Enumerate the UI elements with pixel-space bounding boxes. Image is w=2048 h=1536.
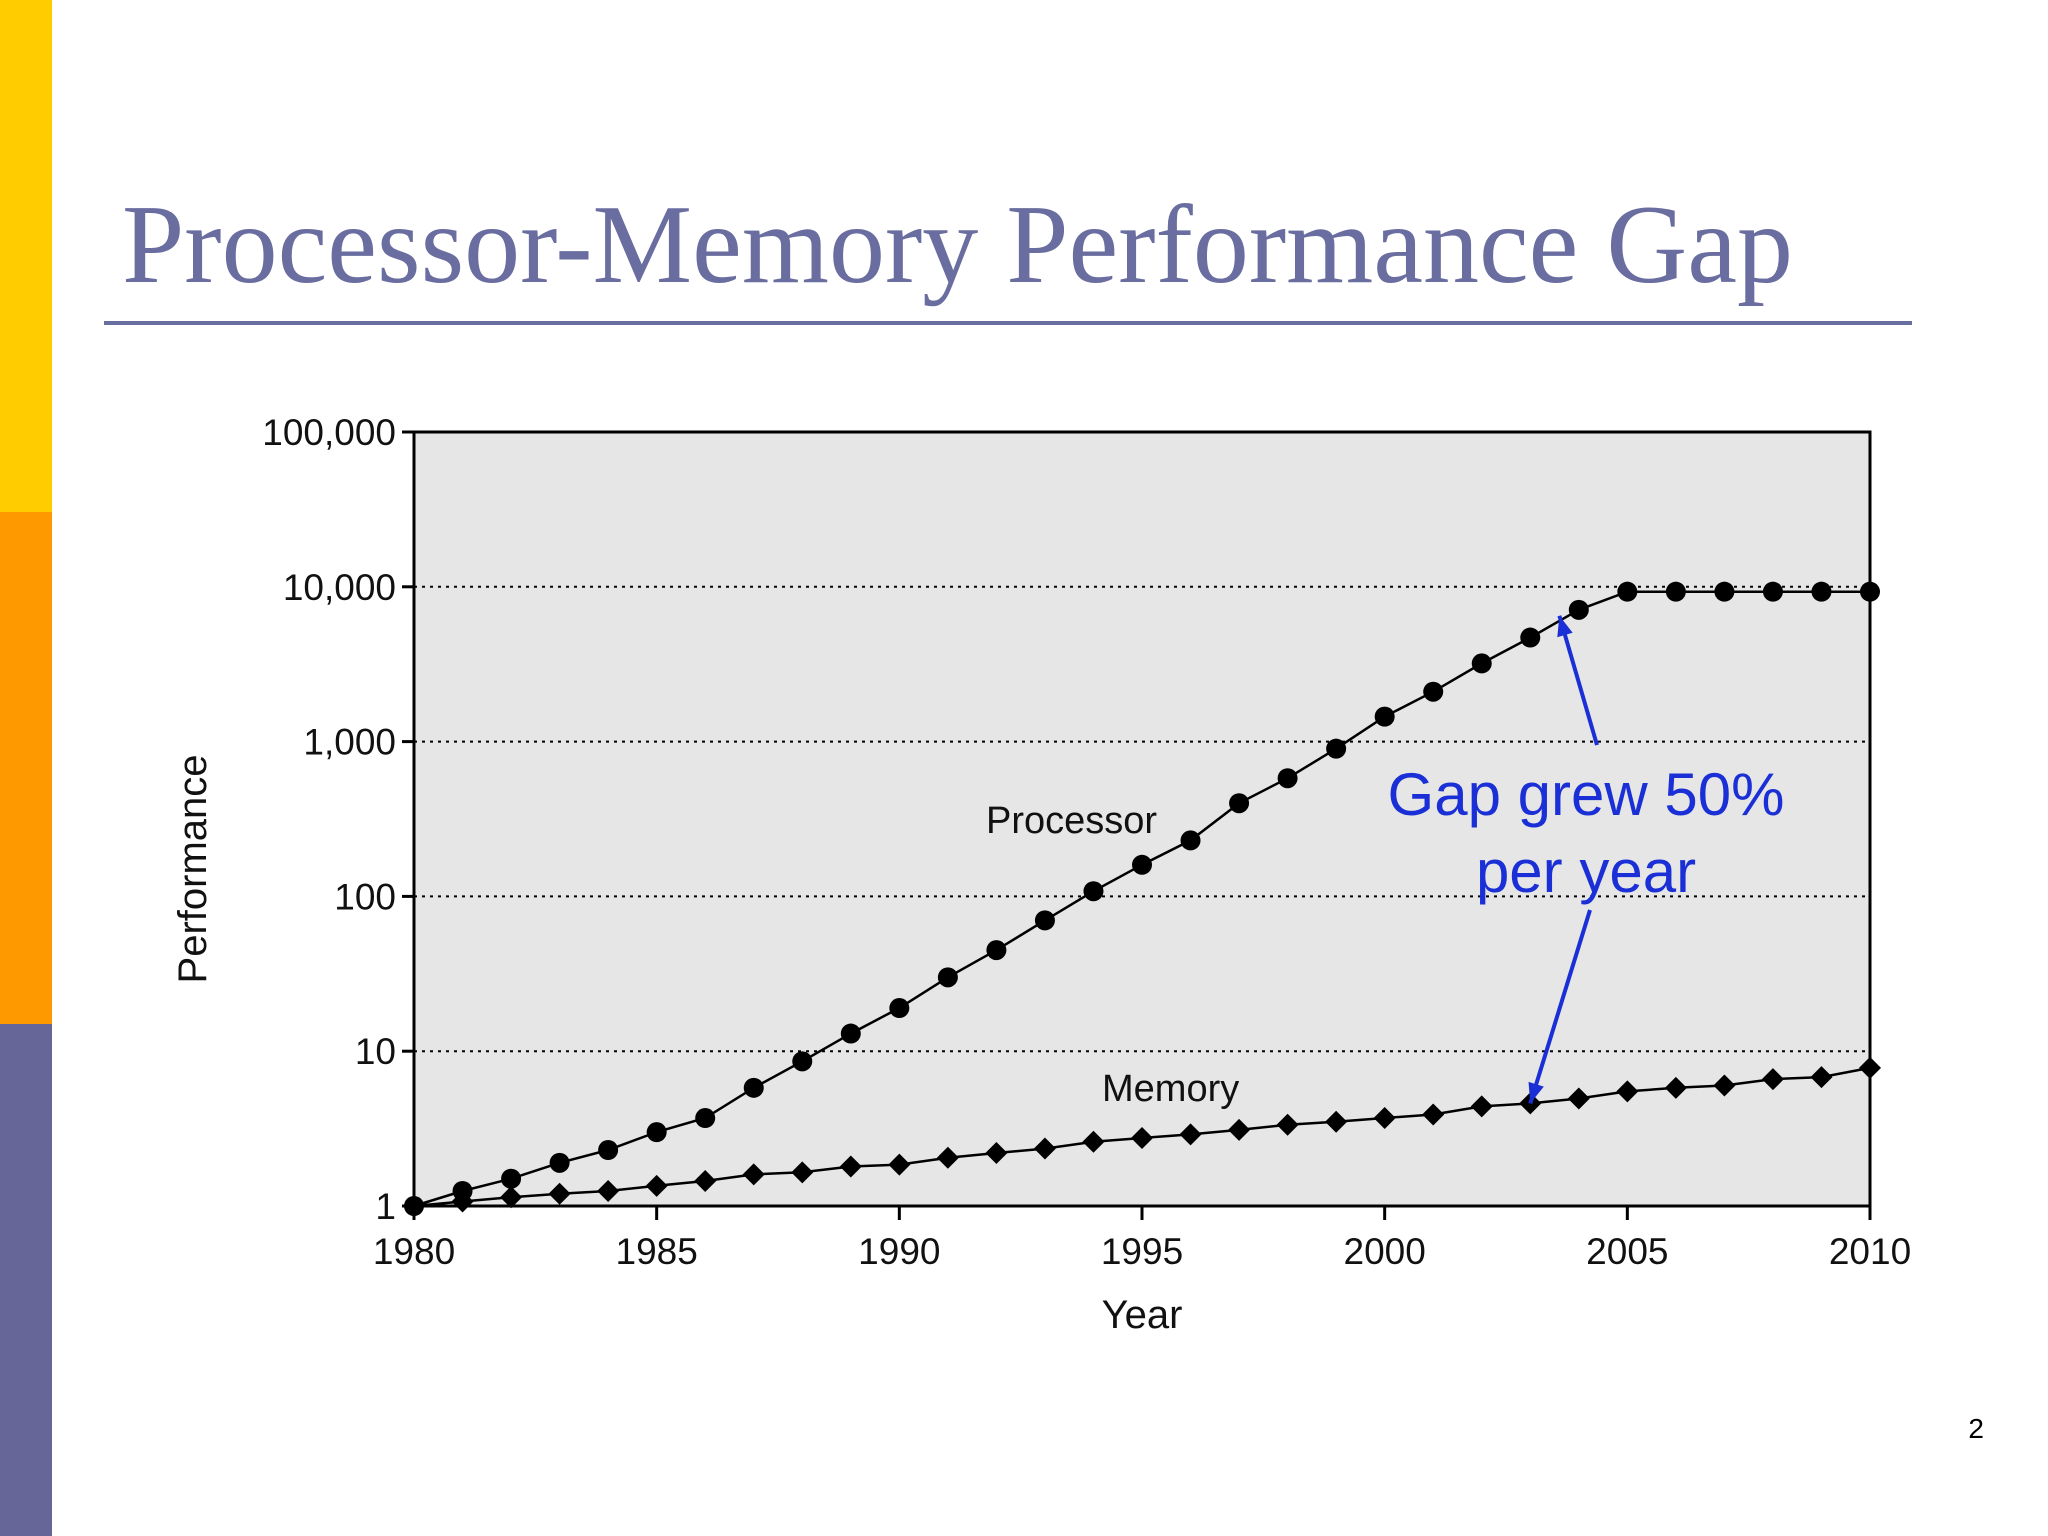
memory-point — [936, 1146, 959, 1169]
memory-point — [791, 1161, 814, 1184]
y-axis-label: Performance — [171, 755, 215, 984]
x-axis-label: Year — [1102, 1293, 1183, 1337]
x-tick-label: 1990 — [858, 1231, 940, 1272]
memory-point — [742, 1163, 765, 1186]
processor-point — [1762, 581, 1783, 602]
annotation-arrow-line — [1557, 615, 1599, 746]
processor-point — [1229, 793, 1250, 814]
memory-point — [548, 1182, 571, 1205]
annotation-arrows — [1528, 615, 1599, 1104]
processor-point — [1132, 854, 1152, 875]
processor-point — [889, 998, 910, 1019]
processor-point — [986, 940, 1007, 961]
processor-point — [792, 1051, 813, 1072]
x-tick-label: 1995 — [1101, 1231, 1183, 1272]
processor-point — [1617, 581, 1638, 602]
processor-point — [1277, 768, 1298, 789]
processor-point — [695, 1108, 716, 1129]
series-label-processor: Processor — [986, 800, 1157, 842]
memory-point — [1761, 1068, 1784, 1091]
processor-point — [1423, 681, 1444, 702]
processor-point — [937, 967, 958, 988]
gap-annotation: Gap grew 50% per year — [1388, 615, 1785, 1104]
memory-point — [1228, 1118, 1251, 1141]
memory-point — [1276, 1113, 1299, 1136]
processor-point — [1180, 830, 1201, 851]
memory-point — [1616, 1080, 1639, 1103]
annotation-arrowhead — [1557, 615, 1573, 638]
processor-point — [1568, 599, 1589, 620]
annotation-arrow-line — [1528, 909, 1592, 1104]
y-tick-label: 100,000 — [262, 412, 396, 453]
memory-point — [597, 1179, 620, 1202]
annotation-line-2: per year — [1476, 838, 1696, 905]
memory-point — [1422, 1103, 1445, 1126]
processor-point — [646, 1122, 667, 1143]
memory-point — [1082, 1130, 1105, 1153]
y-axis-ticks: 1 10 100 1,000 10,000 100,000 — [262, 412, 414, 1227]
series-label-memory: Memory — [1102, 1068, 1239, 1110]
memory-point — [1325, 1110, 1348, 1133]
memory-point — [1810, 1066, 1833, 1089]
y-tick-label: 10 — [355, 1031, 396, 1072]
title-underline — [104, 321, 1912, 325]
x-tick-label: 2000 — [1344, 1231, 1426, 1272]
annotation-arrowhead — [1528, 1081, 1544, 1104]
processor-point — [743, 1077, 764, 1098]
processor-point — [1034, 910, 1055, 931]
memory-point — [694, 1170, 717, 1193]
memory-point — [1033, 1137, 1056, 1160]
processor-point — [1665, 581, 1686, 602]
memory-point — [1373, 1107, 1396, 1130]
x-tick-label: 1980 — [373, 1231, 455, 1272]
memory-point — [839, 1155, 862, 1178]
memory-point — [1470, 1095, 1493, 1118]
processor-point — [840, 1023, 861, 1044]
memory-point — [888, 1153, 911, 1176]
plot-area — [414, 432, 1870, 1206]
x-tick-label: 2010 — [1829, 1231, 1911, 1272]
processor-point — [598, 1140, 619, 1161]
grid-lines — [414, 585, 1870, 1053]
processor-point — [1471, 653, 1492, 674]
y-tick-label: 100 — [334, 876, 396, 917]
processor-point — [1326, 738, 1347, 759]
side-bar-purple — [0, 1024, 52, 1536]
memory-point — [1179, 1123, 1202, 1146]
y-tick-label: 1,000 — [303, 722, 396, 763]
memory-point — [500, 1186, 523, 1209]
side-bar-orange — [0, 512, 52, 1024]
processor-point — [1520, 627, 1541, 648]
y-tick-label: 1 — [375, 1186, 396, 1227]
memory-point — [645, 1174, 668, 1197]
x-tick-label: 1985 — [616, 1231, 698, 1272]
memory-point — [1713, 1074, 1736, 1097]
processor-point — [1083, 881, 1104, 902]
x-axis-ticks: 1980 1985 1990 1995 2000 2005 2010 — [373, 1206, 1911, 1272]
processor-point — [1714, 581, 1735, 602]
memory-point — [1567, 1087, 1590, 1110]
annotation-line-1: Gap grew 50% — [1388, 761, 1785, 828]
processor-point — [501, 1168, 522, 1189]
memory-point — [1664, 1076, 1687, 1099]
side-bar-yellow — [0, 0, 52, 512]
processor-point — [1811, 581, 1832, 602]
memory-point — [1131, 1126, 1153, 1149]
y-tick-label: 10,000 — [283, 567, 396, 608]
page-number: 2 — [1968, 1413, 1984, 1444]
x-tick-label: 2005 — [1586, 1231, 1668, 1272]
processor-point — [1374, 706, 1395, 727]
processor-point — [549, 1152, 570, 1173]
slide-title: Processor-Memory Performance Gap — [122, 183, 1793, 307]
memory-point — [985, 1141, 1008, 1164]
